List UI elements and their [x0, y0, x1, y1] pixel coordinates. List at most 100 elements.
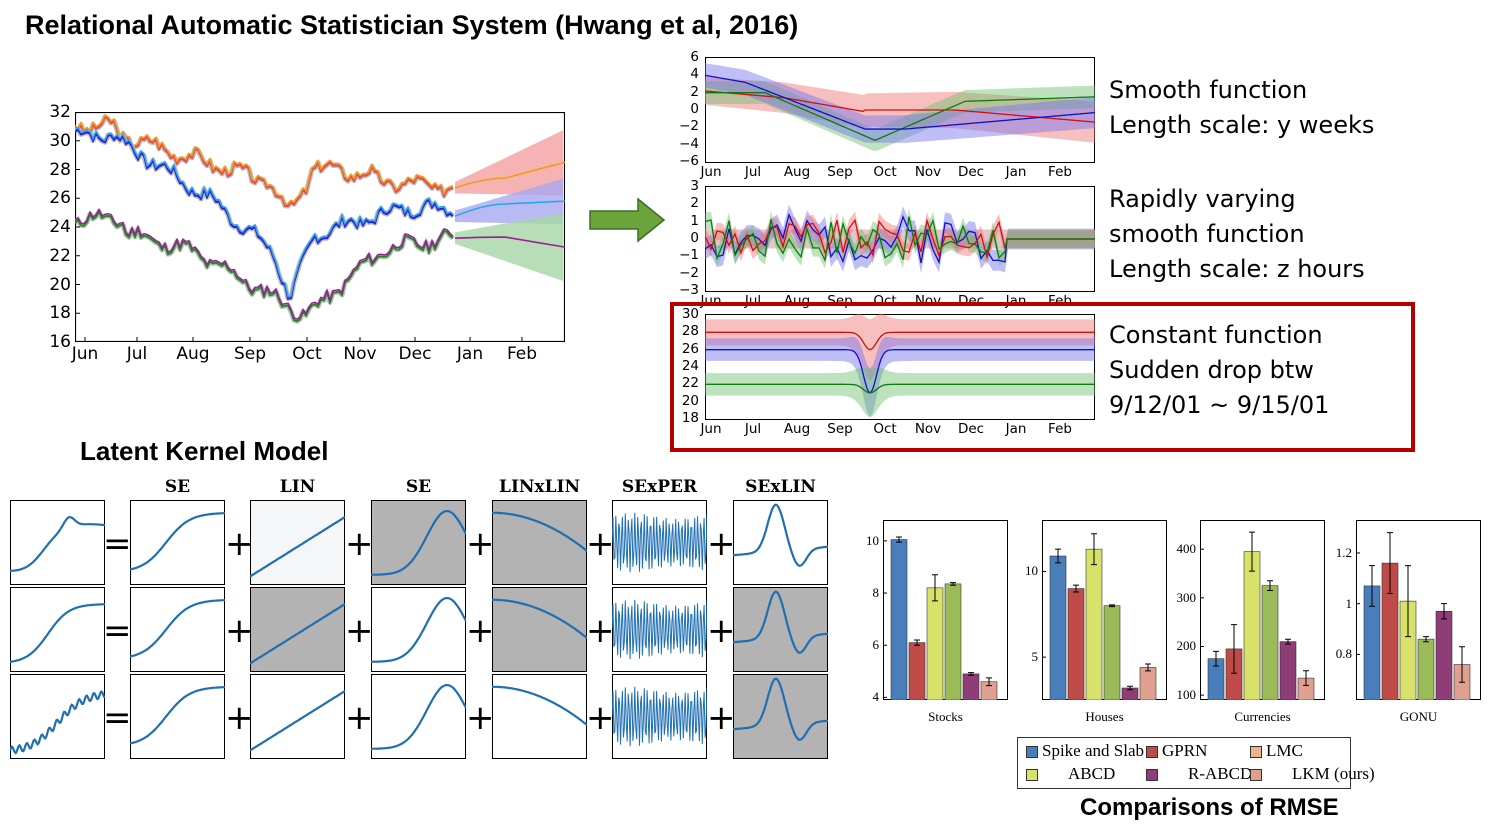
kernel-observed-panel [10, 500, 105, 585]
legend-label: GPRN [1162, 741, 1208, 760]
bar-gprn [908, 642, 926, 700]
error-bar [1249, 531, 1255, 572]
kernel-curve [250, 690, 345, 752]
y-tick-label: 1 [1345, 595, 1353, 611]
x-tick-label: Oct [873, 164, 897, 180]
kernel-component-panel [371, 674, 466, 759]
bar-lmc [1417, 638, 1435, 700]
kernel-component-panel [612, 587, 707, 672]
error-bar [1231, 624, 1237, 674]
kernel-component-panel [371, 587, 466, 672]
mean-green [705, 383, 1095, 394]
x-tick-label: Feb [1048, 421, 1072, 437]
series-temperature-2-forecast-band [455, 178, 563, 225]
rmse-title: Comparisons of RMSE [1080, 794, 1339, 821]
error-bar [1109, 604, 1115, 608]
bar-abcd [926, 587, 944, 700]
highlight-box [670, 302, 1415, 452]
y-tick-label: −4 [679, 135, 699, 152]
kernel-component-panel [130, 587, 225, 672]
y-tick-label: 3 [690, 178, 699, 194]
series-temperature-2-fit [75, 126, 454, 298]
legend-label: Spike and Slab [1042, 741, 1144, 760]
x-tick-label: Jan [456, 344, 484, 364]
y-tick-label: 26 [49, 188, 71, 209]
kernel-component-panel [733, 587, 828, 672]
legend-swatch [1250, 746, 1262, 759]
error-bar [1423, 636, 1429, 643]
y-tick-label: 0 [690, 230, 699, 246]
y-tick-label: 24 [49, 217, 71, 237]
kernel-component-panel [250, 500, 345, 585]
component-description: Smooth function [1109, 76, 1308, 104]
y-tick-label: 300 [1176, 589, 1197, 605]
component-description: smooth function [1109, 220, 1305, 248]
plus-sign: + [345, 524, 374, 564]
y-tick-label: 22 [49, 245, 71, 266]
y-tick-label: 2 [690, 195, 699, 212]
legend: Spike and Slab GPRN LMC ABCD R-ABCD LKM (ours… [1017, 737, 1375, 789]
y-tick-label: 4 [872, 689, 880, 705]
error-bar [1387, 532, 1393, 595]
kernel-component-panel [492, 587, 587, 672]
x-tick-label: Nov [914, 164, 942, 180]
bar-lkm-ours [1139, 667, 1157, 700]
legend-swatch [1026, 769, 1038, 782]
x-tick-label: Jul [744, 421, 762, 437]
kernel-curve [733, 677, 828, 741]
bar-gprn [1067, 588, 1085, 700]
panel-label: Currencies [1234, 709, 1291, 724]
kernel-curve [10, 603, 105, 663]
y-tick-label: 24 [681, 358, 699, 374]
legend-item: GPRN [1146, 740, 1207, 762]
kernel-component-panel [250, 674, 345, 759]
error-bar [914, 639, 920, 646]
plus-sign: + [225, 611, 254, 651]
kernel-curve [250, 516, 345, 578]
plus-sign: + [466, 698, 495, 738]
bar-r-abcd [962, 673, 980, 700]
legend-item: R-ABCD [1146, 763, 1252, 785]
kernel-curve [250, 603, 345, 665]
kernel-observed-panel [10, 587, 105, 672]
bar-lmc [1103, 605, 1121, 700]
x-tick-label: Dec [957, 164, 985, 180]
y-tick-label: −3 [679, 282, 699, 298]
error-bar [1459, 646, 1465, 683]
kernel-component-panel [130, 674, 225, 759]
equals-sign: = [103, 698, 132, 738]
mean-red [705, 90, 1095, 123]
kernel-curve [371, 597, 466, 663]
x-tick-label: Dec [957, 421, 985, 437]
error-bar [1091, 533, 1097, 566]
plus-sign: + [466, 611, 495, 651]
y-tick-label: 28 [49, 159, 71, 180]
kernel-curve [733, 590, 828, 654]
error-bar [1145, 663, 1151, 672]
series-temperature-1-fit [75, 113, 454, 205]
kernel-curve [130, 599, 225, 658]
y-tick-label: 18 [681, 410, 699, 426]
y-tick-label: −2 [679, 264, 699, 281]
component-description: Length scale: z hours [1109, 255, 1365, 283]
y-tick-label: 5 [1031, 649, 1039, 665]
band-red [705, 314, 1095, 380]
y-tick-label: 10 [1025, 563, 1038, 579]
error-bar [968, 672, 974, 676]
y-tick-label: 18 [49, 303, 71, 324]
component-description: Sudden drop btw [1109, 356, 1314, 384]
component-plot-1 [705, 57, 1095, 163]
kernel-component-panel [733, 500, 828, 585]
plus-sign: + [586, 611, 615, 651]
component-plot-3 [705, 314, 1095, 420]
error-bar [1441, 603, 1447, 620]
x-tick-label: Jun [700, 164, 722, 180]
band-green [705, 367, 1095, 418]
mean-red [705, 331, 1095, 351]
y-tick-label: 28 [681, 323, 699, 340]
page-title: Relational Automatic Statistician System… [25, 10, 799, 40]
equals-sign: = [103, 524, 132, 564]
kernel-curve [612, 686, 707, 747]
plus-sign: + [586, 698, 615, 738]
kernel-curve [492, 598, 587, 639]
